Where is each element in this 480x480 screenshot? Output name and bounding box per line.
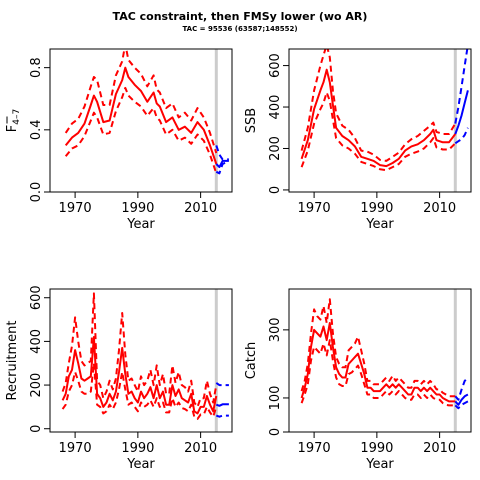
recruitment-median-line — [61, 336, 218, 415]
ssb-plot-frame — [288, 48, 472, 193]
catch-panel: 1970 1990 2010 0 100 300 Year Catch — [244, 288, 472, 472]
recruitment-lower-line — [61, 362, 218, 420]
ssb-y-axis-label: SSB — [244, 108, 259, 133]
fbar-upper-line — [64, 49, 218, 154]
fbar-lower-line — [64, 86, 218, 174]
fbar-panel: 1970 1990 2010 0.0 0.4 0.8 Year F4–7 — [5, 48, 233, 232]
fbar-projection-upper-line — [215, 145, 229, 161]
catch-upper-line — [300, 298, 456, 398]
fbar-x-axis-label: Year — [126, 217, 155, 232]
fbar-plot-frame — [49, 48, 233, 193]
ssb-upper-line — [300, 49, 457, 162]
catch-x-tick-label: 1970 — [298, 441, 331, 456]
recruitment-x-tick-label: 1970 — [59, 441, 92, 456]
recruitment-series-group — [61, 292, 229, 420]
fbar-x-tick-label: 1990 — [121, 201, 154, 216]
catch-plot-frame — [288, 288, 472, 433]
catch-projection-median-line — [454, 393, 469, 406]
figure-subtitle: TAC = 95536 (63587;148552) — [182, 25, 297, 33]
catch-y-tick-label: 0 — [268, 428, 283, 436]
ssb-lower-line — [300, 91, 457, 172]
fbar-y-tick-label: 0.8 — [29, 57, 44, 78]
catch-y-tick-label: 300 — [268, 317, 283, 342]
ssb-y-tick-label: 200 — [268, 136, 283, 161]
figure-title: TAC constraint, then FMSy lower (wo AR) — [113, 10, 368, 23]
recruitment-x-tick-label: 1990 — [121, 441, 154, 456]
ssb-y-tick-label: 400 — [268, 95, 283, 120]
ssb-series-group — [300, 49, 469, 172]
catch-projection-lower-line — [454, 400, 469, 410]
catch-series-group — [300, 298, 469, 410]
ssb-panel: 1970 1990 2010 0 200 400 600 Year SSB — [244, 48, 472, 232]
ssb-projection-lower-line — [454, 127, 469, 145]
fbar-y-tick-label: 0.0 — [29, 182, 44, 203]
ssb-y-tick-label: 600 — [268, 53, 283, 78]
catch-y-axis-label: Catch — [244, 342, 259, 380]
fbar-x-tick-label: 1970 — [59, 201, 92, 216]
recruitment-projection-median-line — [215, 403, 229, 407]
recruitment-y-tick-label: 200 — [29, 373, 44, 398]
ssb-x-tick-label: 1970 — [298, 201, 331, 216]
recruitment-plot-frame — [49, 288, 233, 433]
catch-x-tick-label: 2010 — [423, 441, 456, 456]
fbar-median-line — [64, 66, 218, 165]
catch-median-line — [300, 322, 456, 403]
fbar-y-axis-label: F4–7 — [5, 109, 22, 132]
recruitment-y-axis-label: Recruitment — [5, 321, 20, 401]
recruitment-y-tick-label: 400 — [29, 329, 44, 354]
catch-x-axis-label: Year — [365, 457, 394, 472]
fbar-y-tick-label: 0.4 — [29, 119, 44, 140]
recruitment-x-tick-label: 2010 — [184, 441, 217, 456]
fbar-projection-lower-line — [215, 161, 229, 175]
recruitment-projection-upper-line — [215, 382, 229, 387]
recruitment-x-axis-label: Year — [126, 457, 155, 472]
fbar-x-tick-label: 2010 — [184, 201, 217, 216]
recruitment-projection-lower-line — [215, 414, 229, 418]
ssb-projection-upper-line — [454, 49, 469, 124]
recruitment-y-tick-label: 0 — [29, 425, 44, 433]
recruitment-upper-line — [61, 292, 218, 408]
catch-lower-line — [300, 339, 456, 407]
ssb-x-tick-label: 2010 — [423, 201, 456, 216]
ssb-median-line — [300, 68, 457, 168]
ssb-projection-median-line — [454, 90, 469, 135]
ssb-x-tick-label: 1990 — [360, 201, 393, 216]
fbar-series-group — [64, 49, 229, 175]
catch-y-tick-label: 100 — [268, 386, 283, 411]
ssb-x-axis-label: Year — [365, 217, 394, 232]
ssb-y-tick-label: 0 — [268, 186, 283, 194]
recruitment-panel: 1970 1990 2010 0 200 400 600 Year Recruitment — [5, 285, 233, 472]
recruitment-y-tick-label: 600 — [29, 285, 44, 310]
catch-x-tick-label: 1990 — [360, 441, 393, 456]
fbar-projection-median-line — [215, 159, 229, 169]
catch-projection-upper-line — [454, 376, 469, 401]
